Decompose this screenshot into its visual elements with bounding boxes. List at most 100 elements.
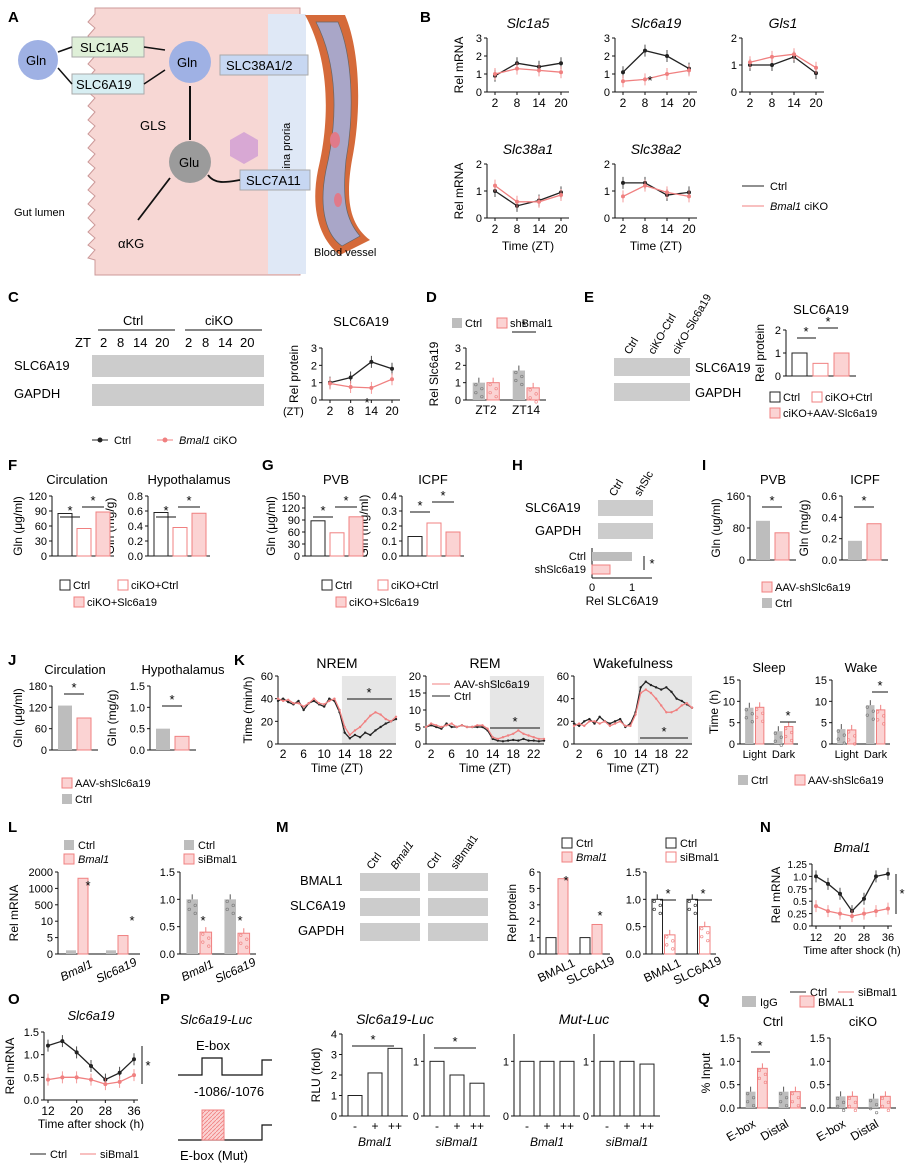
data-point [384,717,387,721]
dot [245,937,249,941]
x-axis-label: siBmal1 [606,1135,649,1149]
panel-h-blot: Ctrl shSlc SLC6A19 GAPDH [525,469,656,539]
y-tick-label: 10 [409,705,421,717]
dot [706,931,710,935]
x-axis-label: Time (ZT) [630,239,682,253]
legend-swatch [183,853,195,865]
x-tick-label: 2 [620,222,627,236]
x-tick-label: 14 [787,96,801,110]
series-line [494,190,562,207]
data-point [338,708,341,712]
x-tick-label: 0 [589,582,595,594]
y-tick-label: 0.0 [720,1103,735,1115]
data-point [665,711,668,714]
dot [880,1096,884,1100]
dot [514,378,518,383]
dot [779,1100,783,1104]
y-axis-label: Rel mRNA [7,885,21,942]
dot [865,705,869,709]
legend-swatch [184,840,194,850]
panel-letter-l: L [8,819,17,836]
data-point [613,720,617,723]
y-tick-label: 2 [731,33,737,45]
arrows-import [57,46,166,85]
dot [842,741,846,745]
dot [665,935,669,939]
legend-label: Ctrl [75,794,92,806]
y-axis-label: % Input [699,1052,713,1093]
legend-swatch [742,996,756,1007]
y-tick-label: 0.0 [24,1095,39,1107]
data-point [307,702,310,705]
bar [835,1096,846,1108]
dot [245,945,249,949]
y-tick-label: 15 [815,675,827,687]
y-tick-label: 60 [35,521,47,533]
dot [488,383,492,387]
data-point [343,725,346,729]
bar [347,1095,363,1117]
chart-title: Wake [845,660,878,675]
series-line [494,67,562,75]
y-tick-label: 180 [29,681,47,693]
data-point [491,737,494,741]
y-tick-label: 150 [282,491,300,503]
lane-label: siBmal1 [449,833,481,872]
y-axis-label: Time (min/h) [241,677,255,744]
dot [842,1108,846,1112]
blot-ctrl-label: Ctrl [123,313,143,328]
x-tick-label: 22 [527,747,541,761]
data-point [577,722,581,725]
x-tick-label: 14 [660,96,674,110]
data-point [572,722,576,725]
data-point [629,724,632,728]
y-tick-label: 1 [503,1056,509,1068]
y-tick-label: 1.0 [626,894,641,906]
bar [579,937,591,955]
panel-letter-g: G [262,457,274,474]
legend-label: AAV-shSlc6a19 [775,582,851,594]
data-point [465,725,469,729]
series-line [749,53,817,69]
significance-star: * [129,913,134,928]
chart-title: REM [469,655,500,671]
construct-mut-line [178,1124,272,1141]
blot-slc6a19-label: SLC6A19 [14,358,70,373]
dot [239,941,243,945]
bar [172,527,188,557]
y-tick-label: 0.0 [626,949,641,961]
y-tick-label: 5 [415,722,421,734]
dot [779,735,783,739]
lane-label: shSlc [632,469,656,499]
bar [837,729,846,744]
dot [514,370,518,375]
bar [348,516,364,557]
legend-label: siBmal1 [680,852,719,864]
data-point [542,737,546,741]
x-tick-label: 2 [747,96,754,110]
dot [201,932,205,936]
data-point [608,724,612,728]
y-tick-label: 0 [41,745,47,757]
legend-swatch [761,581,773,593]
panel-letter-j: J [8,652,16,669]
dot [700,935,704,939]
chart-title: Slc38a1 [503,141,554,157]
y-tick-label: 160 [727,491,745,503]
series-line [622,69,690,82]
x-axis-label: Time (ZT) [311,761,363,775]
significance-star: * [665,886,670,901]
chart-title: Ctrl [763,1014,783,1029]
bar [77,877,89,955]
y-tick-label: 10 [723,696,735,708]
bar [686,898,698,955]
y-tick-label: 0.0 [382,551,397,563]
significance-star: * [85,878,90,893]
x-tick-label: ZT2 [475,403,497,417]
y-axis-label: Rel protein [505,884,519,942]
y-tick-label: 0.4 [382,491,397,503]
y-axis-label: Time (h) [707,690,721,734]
data-point [394,717,398,721]
y-tick-label: 0.5 [810,1080,825,1092]
x-tick-label: 12 [810,932,822,944]
